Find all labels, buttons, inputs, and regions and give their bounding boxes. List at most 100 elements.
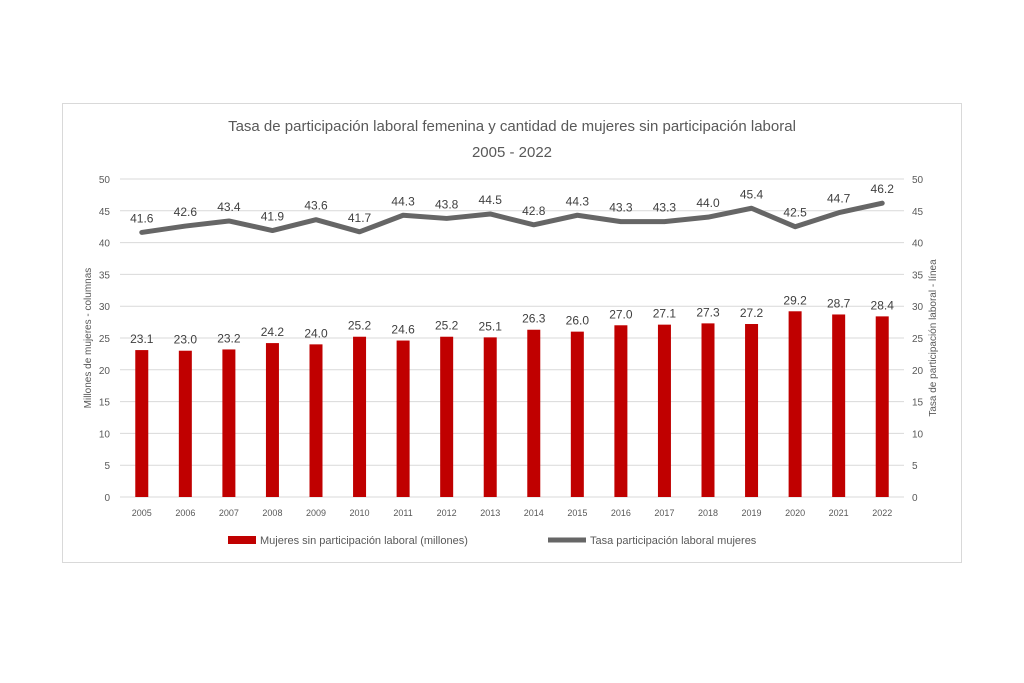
bar-label-2014: 26.3 [522,312,546,326]
x-tick-2020: 2020 [785,508,805,518]
line-point-2014 [532,223,536,227]
bar-2015 [570,331,584,497]
line-label-2008: 41.9 [261,210,285,224]
bar-2012 [440,336,454,497]
line-label-2007: 43.4 [217,200,241,214]
x-axis-ticks: 2005 2006 2007 2008 2009 2010 2011 2012 2013 2014… [132,508,892,518]
left-tick-label: 50 [99,175,111,186]
bar-2021 [832,314,846,497]
bar-2020 [788,311,802,497]
x-tick-2022: 2022 [872,508,892,518]
right-axis-ticks: 0 5 10 15 20 25 30 35 40 45 50 [912,175,924,504]
bar-label-2018: 27.3 [696,305,720,319]
left-tick-label: 35 [99,270,111,281]
x-tick-2017: 2017 [654,508,674,518]
left-tick-label: 20 [99,366,111,377]
x-tick-2018: 2018 [698,508,718,518]
right-tick-label: 15 [912,398,924,409]
x-tick-2016: 2016 [611,508,631,518]
line-label-2011: 44.3 [391,194,415,208]
line-label-2020: 42.5 [783,206,807,220]
bar-data-labels: 23.1 23.0 23.2 24.2 24.0 25.2 24.6 25.2 25.1 26.3… [130,293,894,346]
left-tick-label: 40 [99,239,111,250]
line-point-2015 [575,213,579,217]
line-point-2017 [662,220,666,224]
left-axis-ticks: 0 5 10 15 20 25 30 35 40 45 50 [99,175,111,504]
line-point-2006 [183,224,187,228]
x-tick-2021: 2021 [829,508,849,518]
line-label-2013: 44.5 [479,193,503,207]
line-point-2005 [140,230,144,234]
line-data-labels: 41.6 42.6 43.4 41.9 43.6 41.7 44.3 43.8 44.5 42.8… [130,182,894,225]
line-label-2014: 42.8 [522,204,546,218]
x-tick-2012: 2012 [437,508,457,518]
x-tick-2014: 2014 [524,508,544,518]
line-label-2019: 45.4 [740,187,764,201]
line-point-2012 [445,216,449,220]
bar-2005 [135,350,149,497]
x-tick-2015: 2015 [567,508,587,518]
chart-title: Tasa de participación laboral femenina y… [228,118,796,135]
line-point-2011 [401,213,405,217]
bar-label-2005: 23.1 [130,332,154,346]
line-label-2012: 43.8 [435,197,459,211]
x-tick-2010: 2010 [350,508,370,518]
right-tick-label: 5 [912,461,918,472]
legend-bar-label: Mujeres sin participación laboral (millo… [260,535,468,547]
gridlines [120,178,904,498]
line-point-2013 [488,212,492,216]
left-tick-label: 0 [104,493,110,504]
bar-label-2012: 25.2 [435,319,459,333]
line-label-2022: 46.2 [871,182,895,196]
bar-2008 [265,343,279,497]
right-tick-label: 30 [912,302,924,313]
chart-subtitle: 2005 - 2022 [472,144,552,161]
line-label-2006: 42.6 [174,205,198,219]
line-point-2008 [270,229,274,233]
line-point-2018 [706,215,710,219]
line-point-2022 [880,201,884,205]
bar-label-2013: 25.1 [479,319,503,333]
right-tick-label: 10 [912,429,924,440]
line-point-2021 [837,211,841,215]
bar-label-2008: 24.2 [261,325,285,339]
line-point-2010 [358,230,362,234]
bar-2018 [701,323,715,497]
right-tick-label: 20 [912,366,924,377]
bar-2017 [657,324,671,497]
bar-label-2010: 25.2 [348,319,372,333]
legend-line-label: Tasa participación laboral mujeres [590,535,757,547]
line-point-2019 [750,206,754,210]
x-tick-2011: 2011 [393,508,412,518]
right-tick-label: 40 [912,239,924,250]
x-tick-2019: 2019 [742,508,762,518]
bar-2016 [614,325,628,497]
left-tick-label: 5 [104,461,110,472]
x-tick-2008: 2008 [262,508,282,518]
left-tick-label: 45 [99,207,111,218]
bar-label-2011: 24.6 [391,323,415,337]
line-point-2009 [314,218,318,222]
line-label-2016: 43.3 [609,201,633,215]
line-label-2010: 41.7 [348,211,372,225]
left-tick-label: 10 [99,429,111,440]
line-label-2015: 44.3 [566,194,590,208]
bar-label-2016: 27.0 [609,307,633,321]
bar-2011 [396,340,410,497]
bar-label-2009: 24.0 [304,326,328,340]
line-label-2021: 44.7 [827,192,851,206]
legend: Mujeres sin participación laboral (millo… [228,535,757,547]
line-point-2020 [793,225,797,229]
bar-2013 [483,337,497,497]
x-tick-2005: 2005 [132,508,152,518]
bar-label-2007: 23.2 [217,331,241,345]
left-tick-label: 30 [99,302,111,313]
chart-frame [62,103,962,563]
left-tick-label: 25 [99,334,111,345]
right-tick-label: 45 [912,207,924,218]
left-axis-label: Millones de mujeres - columnas [83,268,94,409]
tasa-line [139,200,885,235]
bar-2014 [527,329,541,497]
line-series [139,200,885,235]
